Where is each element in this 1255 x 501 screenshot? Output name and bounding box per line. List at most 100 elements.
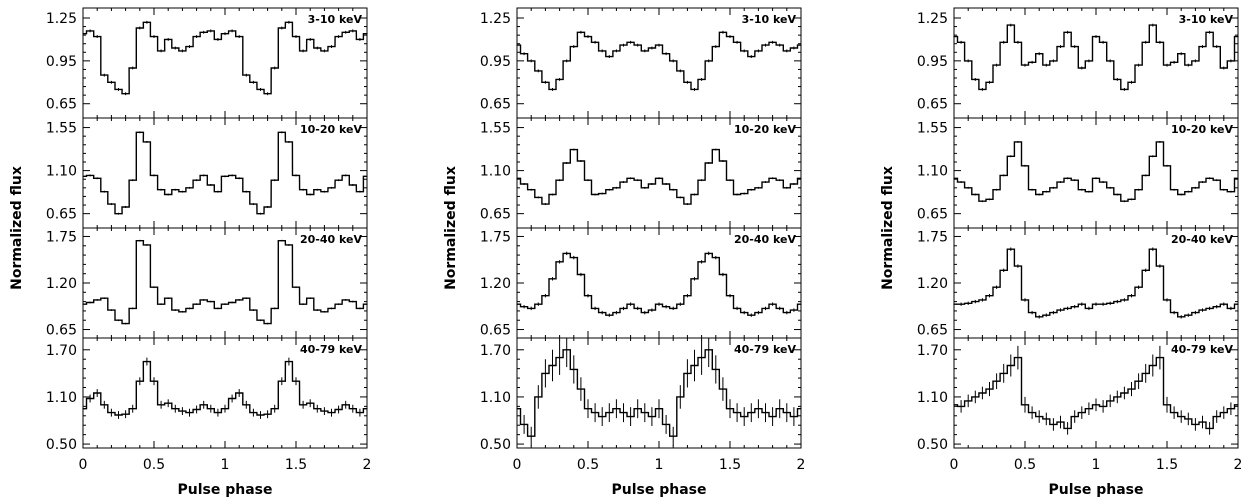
data-point	[117, 88, 120, 91]
data-point	[1138, 380, 1140, 382]
data-point	[146, 360, 148, 363]
data-point	[793, 47, 795, 49]
data-point	[1138, 286, 1140, 288]
data-point	[974, 193, 976, 196]
data-point	[1031, 189, 1033, 191]
x-tick-label: 2	[363, 457, 372, 473]
data-point	[1088, 60, 1090, 62]
data-point	[89, 174, 91, 176]
data-point	[203, 404, 205, 406]
x-axis-title: Pulse phase	[1049, 482, 1144, 498]
data-point	[679, 70, 681, 72]
data-point	[1187, 64, 1189, 66]
data-point	[644, 187, 646, 189]
y-tick-label: 1.10	[480, 164, 511, 180]
data-point	[622, 181, 625, 183]
data-point	[530, 189, 532, 191]
data-point	[981, 392, 984, 394]
data-point	[672, 60, 674, 62]
y-tick-label: 1.10	[46, 164, 77, 180]
data-point	[729, 179, 731, 181]
data-point	[259, 319, 262, 321]
data-point	[125, 413, 127, 415]
data-point	[160, 303, 162, 305]
data-point	[772, 177, 774, 179]
data-point	[608, 55, 610, 58]
data-point	[615, 187, 618, 189]
data-point	[779, 307, 781, 309]
data-point	[188, 187, 191, 189]
data-point	[96, 392, 98, 394]
data-point	[167, 38, 169, 41]
data-point	[743, 192, 745, 195]
data-point	[238, 299, 240, 301]
data-point	[338, 179, 340, 181]
data-point	[981, 200, 984, 202]
data-point	[1130, 198, 1133, 200]
data-point	[295, 286, 297, 288]
y-tick-label: 0.95	[46, 54, 77, 70]
y-tick-label: 1.20	[46, 276, 77, 292]
data-point	[736, 41, 738, 43]
data-point	[366, 303, 368, 305]
data-point	[309, 193, 311, 196]
data-point	[330, 45, 333, 48]
data-point	[722, 388, 724, 390]
data-point	[1123, 392, 1125, 394]
data-point	[559, 179, 561, 181]
data-point	[594, 412, 596, 414]
data-point	[132, 67, 134, 69]
data-point	[686, 81, 689, 83]
data-point	[580, 388, 582, 390]
data-point	[89, 397, 91, 400]
data-point	[1230, 191, 1232, 193]
data-point	[800, 408, 802, 410]
data-point	[238, 177, 240, 179]
profile-line	[954, 141, 1238, 202]
data-point	[1102, 181, 1104, 183]
data-point	[323, 191, 325, 193]
data-point	[701, 357, 703, 359]
data-point	[345, 299, 347, 301]
data-point	[117, 414, 120, 416]
data-point	[743, 415, 745, 418]
panel-3-4: 0.50 1.10 1.70 40-79 keV	[917, 337, 1239, 453]
data-point	[1187, 418, 1189, 420]
data-point	[139, 27, 141, 29]
data-point	[259, 88, 262, 91]
data-point	[1209, 31, 1211, 33]
data-point	[160, 50, 162, 52]
data-point	[174, 189, 176, 191]
y-tick-label: 0.95	[480, 54, 511, 70]
data-point	[800, 177, 802, 179]
data-point	[267, 413, 269, 415]
data-point	[1074, 45, 1076, 48]
data-point	[537, 396, 539, 398]
data-point	[1088, 307, 1090, 309]
data-point	[1003, 269, 1005, 271]
data-point	[1223, 303, 1225, 305]
data-point	[224, 408, 226, 410]
data-point	[174, 47, 176, 49]
data-point	[722, 160, 724, 162]
data-point	[764, 307, 767, 309]
pulse-profile-column-1: 0.65 0.95 1.25 3-10 keV 0.65 1.10 1.55 10-20 ke…	[9, 7, 372, 498]
y-tick-label: 1.70	[480, 343, 511, 359]
data-point	[750, 314, 752, 316]
data-point	[679, 196, 681, 198]
data-point	[252, 203, 254, 205]
data-point	[1102, 303, 1104, 305]
data-point	[658, 408, 660, 410]
data-point	[1003, 174, 1005, 176]
data-point	[1031, 412, 1033, 414]
data-point	[1038, 53, 1040, 55]
data-point	[1180, 193, 1182, 196]
data-point	[722, 273, 724, 276]
data-point	[259, 213, 262, 215]
data-point	[551, 88, 554, 91]
data-point	[622, 44, 625, 46]
data-point	[750, 412, 752, 414]
data-point	[608, 189, 610, 191]
x-tick-label: 1	[221, 457, 230, 473]
